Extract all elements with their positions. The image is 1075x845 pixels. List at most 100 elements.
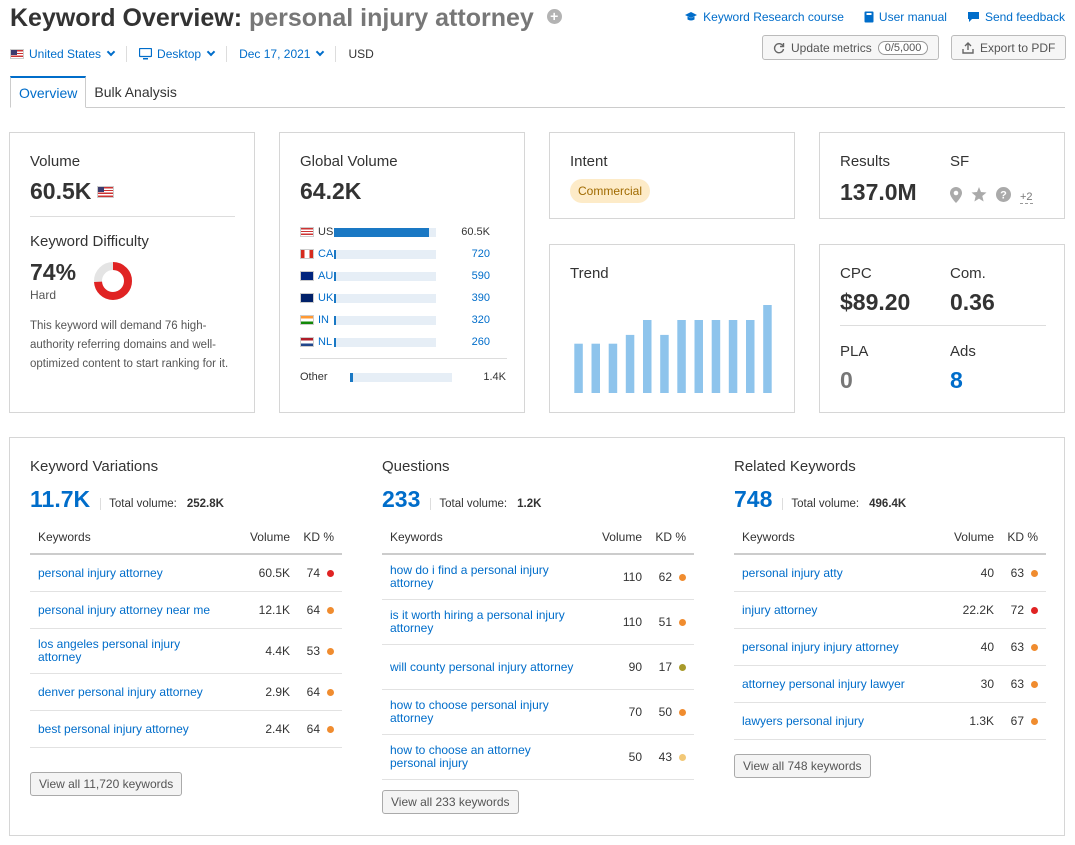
svg-text:?: ? [1000,190,1007,202]
results-card: Results 137.0M SF ? +2 [819,132,1065,219]
keyword-kd-cell: 63 [994,677,1046,691]
keyword-kd-cell: 51 [642,615,694,629]
country-code[interactable]: CA [300,248,334,260]
chevron-down-icon [316,47,325,57]
col-kd: KD % [655,530,686,544]
plus-circle-icon[interactable]: + [546,8,562,24]
title-prefix: Keyword Overview: [10,4,243,32]
variations-count[interactable]: 11.7K [30,486,91,512]
country-volume: 60.5K [461,226,490,238]
keywords-panel: Keyword Variations 11.7K Total volume: 2… [9,437,1065,836]
country-volume[interactable]: 720 [471,248,490,260]
keyword-volume: 4.4K [265,644,290,658]
chat-bubble-icon [967,12,979,22]
table-row: injury attorney 22.2K 72 [734,592,1046,629]
global-volume-card: Global Volume 64.2K US 60.5K CA 720 AU 590 UK 3… [279,132,525,413]
star-icon[interactable] [971,187,987,202]
uk-flag-icon [300,293,314,304]
tab-bulk-analysis[interactable]: Bulk Analysis [94,84,177,100]
country-volume[interactable]: 320 [471,314,490,326]
keyword-kd-cell: 53 [290,644,342,658]
table-row: how to choose an attorney personal injur… [382,735,694,780]
keyword-link[interactable]: denver personal injury attorney [38,684,203,699]
volume-bar-fill [334,293,337,303]
questions-total-label: Total volume: [430,498,507,510]
keyword-kd-cell: 63 [994,640,1046,654]
keyword-link[interactable]: personal injury atty [742,565,843,580]
keyword-link[interactable]: lawyers personal injury [742,713,865,728]
keyword-link[interactable]: will county personal injury attorney [390,659,574,674]
questions-count[interactable]: 233 [382,486,421,512]
keyword-kd: 72 [1010,603,1024,617]
variations-summary: 11.7K Total volume: 252.8K [30,486,224,513]
keyword-volume: 110 [622,570,642,584]
table-row: attorney personal injury lawyer 30 63 [734,666,1046,703]
table-header: Keywords Volume KD % [734,521,1046,555]
related-count[interactable]: 748 [734,486,773,512]
variations-total: 252.8K [186,498,224,510]
country-select[interactable]: United States [10,46,128,62]
country-volume[interactable]: 390 [471,292,490,304]
global-volume-row: NL 260 [300,331,510,353]
nl-flag-icon [300,337,314,348]
col-keywords: Keywords [742,530,795,544]
keyword-link[interactable]: personal injury attorney near me [38,602,211,617]
keyword-kd: 67 [1010,714,1024,728]
volume-value: 60.5K [30,178,92,204]
keyword-link[interactable]: best personal injury attorney [38,721,189,736]
keyword-volume: 2.4K [265,722,290,736]
global-volume-other-row: Other 1.4K [300,366,506,388]
keyword-link[interactable]: how to choose an attorney personal injur… [390,743,531,770]
volume-bar-fill [334,337,337,347]
view-all-variations-button[interactable]: View all 11,720 keywords [30,772,183,796]
view-all-questions-button[interactable]: View all 233 keywords [382,790,519,814]
keyword-kd: 43 [658,750,672,764]
country-code[interactable]: IN [300,314,334,326]
map-pin-icon[interactable] [950,186,962,203]
device-label: Desktop [157,47,202,61]
intent-card: Intent Commercial [549,132,795,219]
view-all-related-button[interactable]: View all 748 keywords [734,754,871,778]
refresh-icon [773,42,785,53]
device-select[interactable]: Desktop [139,46,228,62]
send-feedback-link[interactable]: Send feedback [967,10,1065,24]
keyword-link[interactable]: how to choose personal injury attorney [390,698,549,725]
keyword-link[interactable]: how do i find a personal injury attorney [390,563,549,590]
country-volume[interactable]: 260 [471,336,490,348]
kd-indicator-dot [1031,680,1038,688]
trend-bar [711,320,721,393]
country-code[interactable]: AU [300,270,334,282]
trend-bar [625,334,635,393]
ads-value[interactable]: 8 [950,367,963,393]
us-flag-icon [97,185,115,198]
cpc-card: CPC $89.20 Com. 0.36 PLA 0 Ads 8 [819,244,1065,413]
tab-overview[interactable]: Overview [10,76,87,108]
keyword-link[interactable]: injury attorney [742,602,818,617]
table-row: lawyers personal injury 1.3K 67 [734,703,1046,740]
country-code[interactable]: NL [300,336,334,348]
country-code[interactable]: US [300,226,334,238]
export-pdf-button[interactable]: Export to PDF [951,35,1067,60]
keyword-research-course-link[interactable]: Keyword Research course [684,10,844,24]
keyword-link[interactable]: attorney personal injury lawyer [742,676,905,691]
keyword-link[interactable]: personal injury attorney [38,565,163,580]
date-select[interactable]: Dec 17, 2021 [239,46,337,62]
kd-donut-arc [94,262,132,300]
volume-bar-fill [334,227,429,237]
keyword-link[interactable]: is it worth hiring a personal injury att… [390,608,565,635]
sf-more[interactable]: +2 [1020,191,1033,204]
export-icon [962,41,974,54]
country-volume[interactable]: 590 [471,270,490,282]
tab-bar: Overview Bulk Analysis [10,76,1065,108]
table-row: personal injury attorney 60.5K 74 [30,555,342,592]
keyword-link[interactable]: los angeles personal injury attorney [38,637,181,664]
user-manual-link[interactable]: User manual [864,10,947,24]
keyword-link[interactable]: personal injury injury attorney [742,639,899,654]
keyword-kd: 64 [306,603,320,617]
table-row: personal injury injury attorney 40 63 [734,629,1046,666]
other-bar [350,372,452,382]
update-metrics-button[interactable]: Update metrics 0/5,000 [762,35,940,60]
country-code[interactable]: UK [300,292,334,304]
question-icon[interactable]: ? [996,187,1011,202]
other-bar-fill [350,372,354,382]
